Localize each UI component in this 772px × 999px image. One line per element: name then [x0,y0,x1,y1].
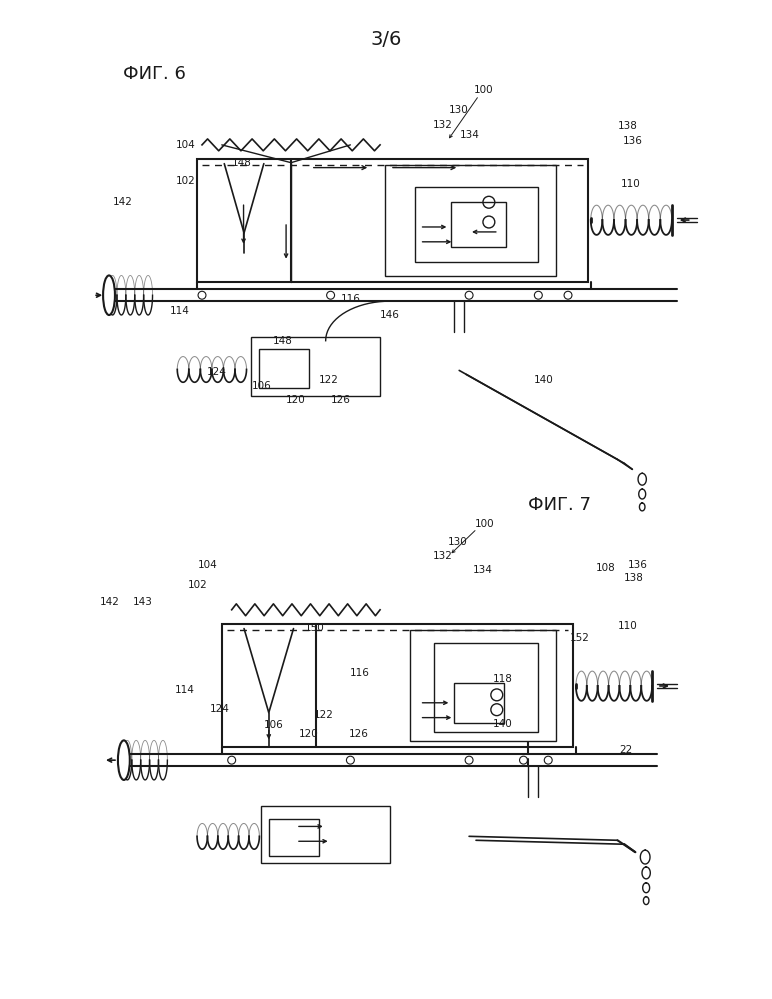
Text: 150: 150 [305,622,325,632]
Bar [410,629,556,741]
Bar [262,805,390,863]
Text: 102: 102 [175,177,195,187]
Text: 108: 108 [596,563,615,573]
Text: 152: 152 [570,633,590,643]
Text: 22: 22 [619,745,632,755]
Text: ФИГ. 7: ФИГ. 7 [529,496,591,513]
Bar [385,165,556,277]
Text: 140: 140 [533,376,554,386]
Text: ФИГ. 6: ФИГ. 6 [123,65,186,83]
Text: 134: 134 [460,130,480,140]
Bar [435,643,538,732]
Text: 106: 106 [263,719,283,729]
Text: 122: 122 [319,376,339,386]
Text: 136: 136 [628,560,647,570]
Bar [252,337,380,397]
Text: 110: 110 [621,180,640,190]
Bar [222,623,573,747]
Bar [415,188,538,262]
Text: 132: 132 [432,120,452,130]
Bar [259,349,309,389]
Text: 104: 104 [175,140,195,150]
Text: 122: 122 [313,709,334,719]
Text: 148: 148 [232,158,252,168]
Text: 138: 138 [623,573,643,583]
Ellipse shape [103,276,115,315]
Ellipse shape [118,740,130,780]
Text: 3/6: 3/6 [371,30,401,49]
Bar [197,159,587,283]
Text: 100: 100 [474,86,494,96]
Bar [452,202,506,247]
Text: 130: 130 [449,105,468,115]
Text: 142: 142 [113,197,133,207]
Text: 114: 114 [171,306,190,316]
Text: 126: 126 [348,729,368,739]
Text: 114: 114 [175,685,195,695]
Text: 120: 120 [299,729,319,739]
Text: 110: 110 [618,620,637,630]
Text: 138: 138 [618,121,638,131]
Text: 100: 100 [475,518,495,528]
Bar [454,683,503,722]
Text: 124: 124 [210,703,230,713]
Bar [269,818,319,856]
Text: 142: 142 [100,596,120,606]
Text: 118: 118 [493,674,513,684]
Text: 140: 140 [493,718,513,728]
Text: 102: 102 [188,580,208,590]
Text: 130: 130 [447,536,467,546]
Text: 106: 106 [252,382,271,392]
Text: 116: 116 [340,294,361,304]
Text: 116: 116 [350,668,369,678]
Text: 124: 124 [207,368,227,378]
Text: 136: 136 [622,136,642,146]
Text: 143: 143 [133,596,153,606]
Text: 126: 126 [330,395,350,405]
Text: 132: 132 [432,551,452,561]
Text: 148: 148 [273,336,293,346]
Text: 134: 134 [473,565,493,575]
Text: 146: 146 [380,310,400,320]
Text: 120: 120 [286,395,306,405]
Text: 104: 104 [198,560,218,570]
